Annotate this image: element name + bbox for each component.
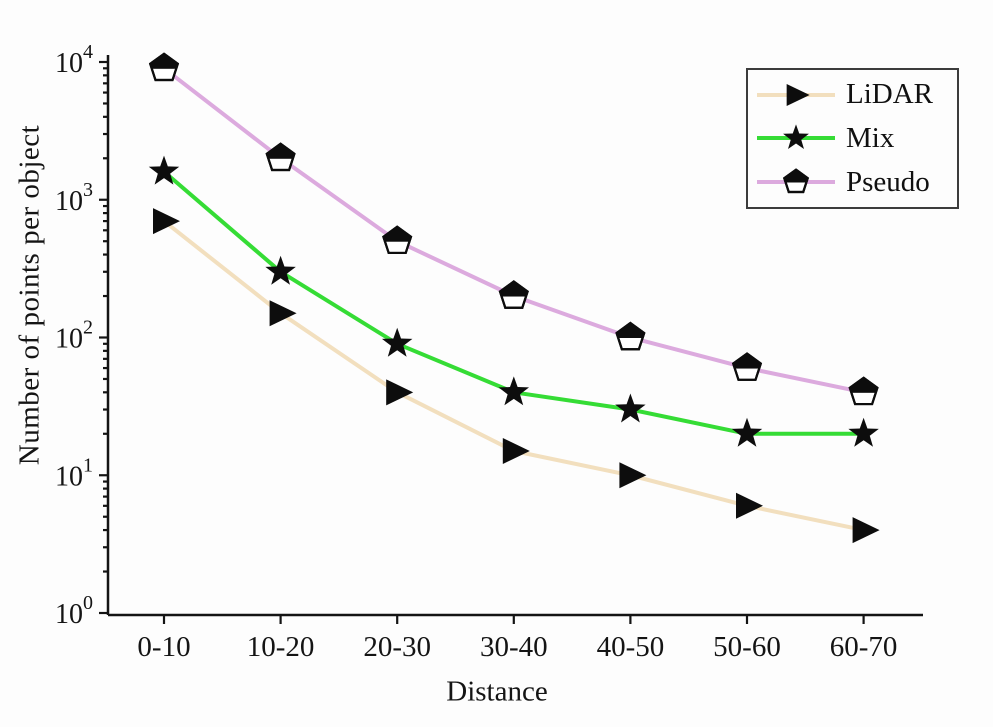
- series-markers-lidar: [153, 208, 880, 544]
- y-tick-label: 104: [55, 41, 93, 79]
- right-triangle-icon: [502, 437, 530, 464]
- pentagon-outline: [148, 52, 180, 82]
- pentagon-outline: [782, 168, 810, 194]
- pentagon-outline: [382, 225, 413, 255]
- x-tick-label: 60-70: [830, 631, 898, 663]
- right-triangle-icon: [619, 462, 647, 489]
- x-tick-label: 50-60: [713, 631, 781, 663]
- legend-item-pseudo: Pseudo: [748, 161, 957, 203]
- axes: [106, 55, 923, 617]
- right-triangle-icon: [386, 379, 414, 406]
- series-markers-pseudo: [148, 52, 879, 406]
- legend-item-mix: Mix: [748, 117, 957, 159]
- legend: LiDAR Mix Pseudo: [746, 68, 959, 209]
- legend-line-sample: [757, 168, 835, 194]
- star-icon: [615, 393, 646, 423]
- right-triangle-icon: [852, 517, 880, 544]
- x-tick-label: 10-20: [247, 631, 315, 663]
- y-ticks: [99, 60, 108, 615]
- x-tick-label: 30-40: [480, 631, 548, 663]
- star-icon: [265, 255, 296, 285]
- star-icon: [498, 376, 530, 406]
- pentagon-outline: [615, 321, 646, 351]
- x-ticks: [162, 615, 865, 624]
- pentagon-outline: [731, 352, 763, 381]
- star-icon: [783, 124, 809, 150]
- pentagon-outline: [498, 280, 529, 309]
- legend-item-lidar: LiDAR: [748, 74, 957, 116]
- y-tick-label: 100: [55, 592, 93, 630]
- pentagon-outline: [265, 142, 296, 172]
- star-icon: [381, 327, 413, 357]
- right-triangle-icon: [786, 83, 810, 106]
- series-markers-mix: [148, 155, 879, 447]
- x-tick-label: 0-10: [137, 631, 190, 663]
- right-triangle-icon: [269, 300, 297, 327]
- right-triangle-icon: [736, 492, 763, 519]
- pentagon-outline: [848, 376, 879, 406]
- star-icon: [848, 417, 879, 447]
- star-icon: [731, 417, 763, 447]
- x-axis-title: Distance: [446, 675, 548, 708]
- legend-label: LiDAR: [846, 78, 933, 111]
- star-icon: [148, 155, 180, 185]
- x-tick-label: 20-30: [363, 631, 431, 663]
- y-tick-label: 101: [55, 454, 93, 492]
- legend-line-sample: [757, 124, 835, 150]
- x-tick-label: 40-50: [597, 631, 665, 663]
- right-triangle-icon: [153, 208, 180, 235]
- legend-line-sample: [757, 83, 835, 106]
- y-tick-label: 103: [55, 179, 93, 217]
- y-axis-title: Number of points per object: [13, 124, 46, 466]
- y-tick-label: 102: [55, 317, 93, 355]
- legend-label: Mix: [846, 121, 895, 154]
- legend-label: Pseudo: [846, 165, 930, 198]
